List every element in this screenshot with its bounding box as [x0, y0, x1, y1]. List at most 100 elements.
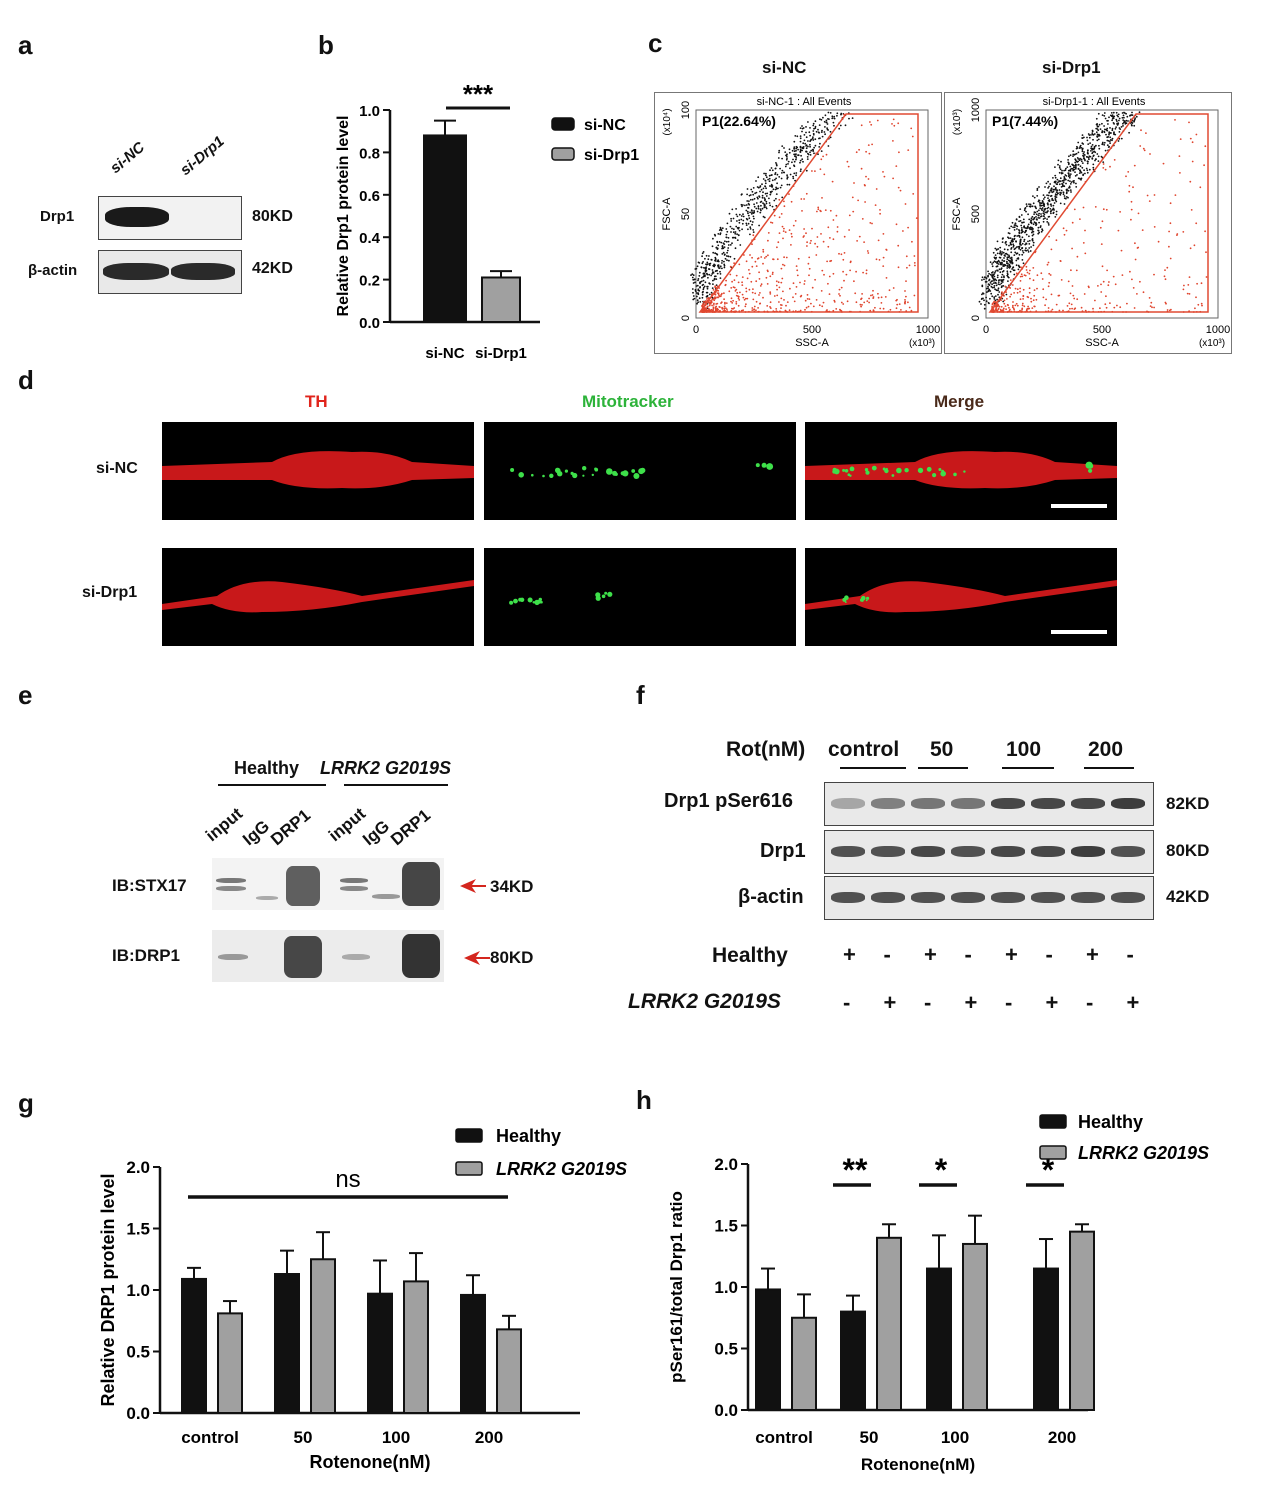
event-dot [993, 285, 996, 287]
event-dot [1014, 251, 1017, 254]
event-dot [781, 169, 784, 172]
event-dot [998, 305, 1001, 308]
event-dot [902, 230, 904, 232]
event-dot [986, 291, 988, 293]
event-dot [809, 139, 812, 141]
event-dot [1066, 305, 1069, 307]
event-dot [983, 299, 985, 302]
event-dot [1094, 159, 1096, 162]
event-dot [1109, 302, 1111, 304]
event-dot [1018, 229, 1021, 232]
event-dot [1088, 286, 1090, 289]
event-dot [1109, 127, 1111, 129]
event-dot [1011, 221, 1014, 224]
event-dot [1084, 252, 1087, 255]
event-dot [839, 294, 841, 297]
event-dot [861, 304, 863, 306]
event-dot [743, 298, 746, 301]
event-dot [1110, 115, 1113, 118]
event-dot [760, 256, 763, 258]
event-dot [1000, 305, 1003, 308]
blot-band [991, 892, 1025, 903]
event-dot [993, 278, 996, 280]
bar [217, 1312, 243, 1414]
event-dot [784, 309, 787, 312]
event-dot [1150, 301, 1153, 304]
event-dot [1086, 169, 1089, 172]
event-dot [1018, 253, 1021, 256]
event-dot [701, 296, 704, 299]
event-dot [824, 209, 827, 211]
event-dot [1019, 238, 1022, 241]
event-dot [908, 264, 911, 267]
event-dot [1069, 173, 1072, 175]
molecular-weight: 42KD [252, 260, 293, 277]
event-dot [1050, 212, 1052, 215]
event-dot [1058, 309, 1061, 312]
event-dot [792, 177, 795, 180]
event-dot [1019, 290, 1021, 293]
genotype-sign: - [964, 942, 972, 967]
panel-label-f: f [636, 680, 645, 710]
event-dot [1068, 176, 1071, 179]
event-dot [995, 306, 998, 308]
genotype-sign: + [1126, 990, 1140, 1015]
micrograph-th [162, 548, 474, 646]
event-dot [753, 305, 756, 308]
event-dot [751, 243, 753, 246]
event-dot [805, 126, 807, 128]
event-dot [1104, 168, 1107, 171]
event-dot [788, 151, 791, 154]
event-dot [987, 290, 990, 293]
event-dot [1101, 122, 1103, 125]
event-dot [998, 261, 1001, 263]
event-dot [727, 247, 730, 249]
event-dot [1134, 258, 1137, 261]
legend-swatch [455, 1161, 483, 1176]
blot-band [402, 862, 440, 906]
event-dot [1112, 275, 1115, 278]
event-dot [1130, 121, 1133, 124]
event-dot [1070, 181, 1073, 183]
x-axis-label: SSC-A [1085, 337, 1119, 349]
event-dot [1018, 220, 1020, 223]
event-dot [1194, 307, 1196, 310]
blot-band [871, 798, 905, 809]
event-dot [1100, 155, 1103, 158]
event-dot [1101, 265, 1104, 268]
event-dot [1036, 195, 1039, 197]
event-dot [1028, 307, 1031, 310]
event-dot [704, 269, 707, 272]
mitochondria-dot [926, 466, 932, 472]
event-dot [836, 114, 838, 117]
event-dot [1100, 243, 1103, 246]
event-dot [838, 293, 840, 295]
event-dot [987, 270, 989, 273]
event-dot [712, 251, 715, 254]
event-dot [1032, 279, 1035, 282]
event-dot [717, 292, 720, 295]
event-dot [1098, 133, 1100, 136]
event-dot [769, 293, 772, 295]
event-dot [1087, 160, 1089, 163]
event-dot [1042, 288, 1045, 291]
event-dot [704, 281, 707, 284]
event-dot [812, 136, 814, 138]
event-dot [1148, 297, 1151, 299]
event-dot [709, 283, 711, 285]
event-dot [1082, 242, 1085, 244]
event-dot [1065, 191, 1068, 194]
event-dot [734, 231, 737, 233]
event-dot [827, 129, 829, 131]
event-dot [1007, 280, 1009, 282]
event-dot [1059, 202, 1062, 205]
event-dot [1022, 251, 1025, 254]
event-dot [1070, 191, 1072, 193]
event-dot [1037, 230, 1040, 232]
event-dot [997, 270, 999, 272]
event-dot [1101, 114, 1104, 116]
event-dot [1024, 243, 1027, 246]
event-dot [1132, 287, 1135, 289]
event-dot [1036, 210, 1039, 213]
event-dot [885, 248, 888, 251]
